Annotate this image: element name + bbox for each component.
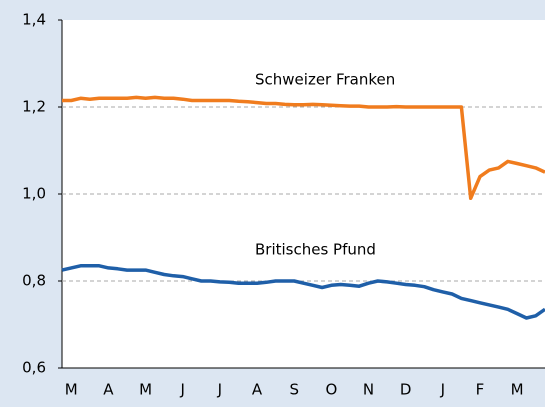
x-tick-label: J <box>217 381 222 399</box>
x-tick-label: J <box>180 381 185 399</box>
y-tick-label: 1,2 <box>22 98 46 116</box>
x-tick-label: A <box>252 381 263 399</box>
y-tick-label: 0,6 <box>22 359 46 377</box>
series-label: Britisches Pfund <box>255 241 376 259</box>
x-tick-label: M <box>511 381 524 399</box>
x-tick-label: O <box>325 381 337 399</box>
series-line <box>62 95 545 201</box>
series-line <box>61 264 545 320</box>
x-tick-label: J <box>440 381 445 399</box>
x-tick-label: A <box>103 381 114 399</box>
series-label: Schweizer Franken <box>255 71 395 89</box>
x-tick-label: M <box>139 381 152 399</box>
x-tick-label: F <box>476 381 485 399</box>
x-tick-label: N <box>363 381 374 399</box>
x-tick-label: M <box>65 381 78 399</box>
y-tick-label: 0,8 <box>22 272 46 290</box>
y-tick-label: 1,4 <box>22 11 46 29</box>
x-tick-label: D <box>400 381 412 399</box>
x-tick-label: S <box>289 381 299 399</box>
y-tick-label: 1,0 <box>22 185 46 203</box>
